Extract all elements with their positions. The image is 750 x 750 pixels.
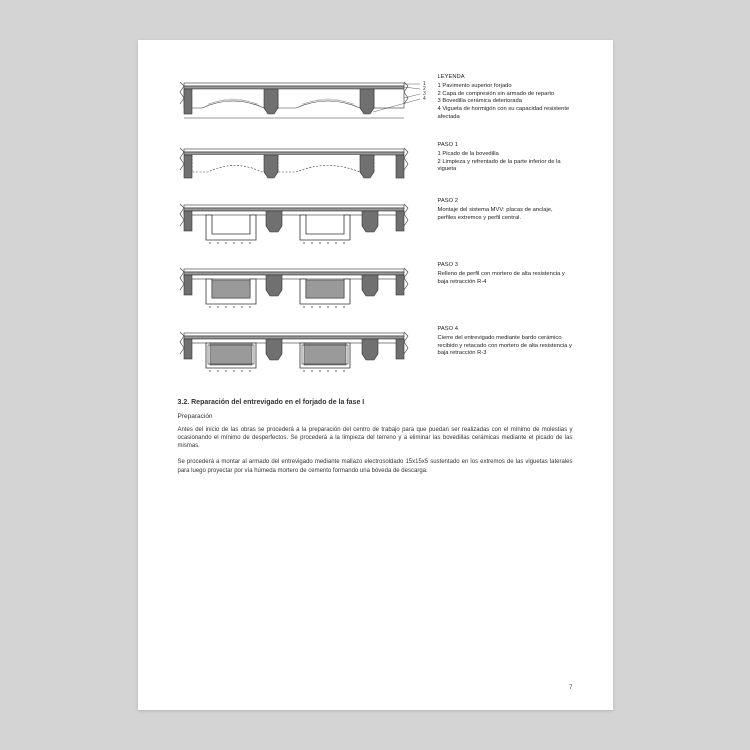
legend-item: 4 Vigueta de hormigón con su capacidad r…	[438, 106, 573, 122]
legend-item: 3 Bovedilla cerámica deteriorada	[438, 98, 573, 106]
figure-row-legend: 1 2 3 4 LEYENDA 1 Pavimento superior for…	[178, 74, 573, 132]
diagram-step1	[178, 142, 428, 188]
step-title: PASO 3	[438, 262, 573, 270]
step-title: PASO 4	[438, 326, 573, 334]
legend-item: 1 Pavimento superior forjado	[438, 83, 573, 91]
diagram-step4	[178, 326, 428, 380]
diagram-step3	[178, 262, 428, 316]
step-line: Relleno de perfil con mortero de alta re…	[438, 271, 573, 287]
page-number: 7	[569, 684, 572, 692]
paragraph: Se procederá a montar al armado del entr…	[178, 458, 573, 474]
step-line: 2 Limpieza y refrentado de la parte infe…	[438, 159, 573, 175]
figure-row-step1: PASO 1 1 Picado de la bovedilla 2 Limpie…	[178, 142, 573, 188]
step-title: PASO 2	[438, 198, 573, 206]
figure-row-step3: PASO 3 Relleno de perfil con mortero de …	[178, 262, 573, 316]
document-page: 1 2 3 4 LEYENDA 1 Pavimento superior for…	[138, 40, 613, 710]
callout-4: 4	[423, 96, 426, 102]
step1-caption: PASO 1 1 Picado de la bovedilla 2 Limpie…	[428, 142, 573, 188]
legend-caption: LEYENDA 1 Pavimento superior forjado 2 C…	[428, 74, 573, 132]
diagram-legend: 1 2 3 4	[178, 74, 428, 132]
step2-caption: PASO 2 Montaje del sistema MVV: placas d…	[428, 198, 573, 252]
legend-title: LEYENDA	[438, 74, 573, 82]
step-line: Montaje del sistema MVV: placas de ancla…	[438, 207, 573, 223]
paragraph: Antes del inicio de las obras se procede…	[178, 426, 573, 450]
section-heading: 3.2. Reparación del entrevigado en el fo…	[178, 398, 573, 407]
legend-item: 2 Capa de compresión sin armado de repar…	[438, 91, 573, 99]
step-title: PASO 1	[438, 142, 573, 150]
diagram-step2	[178, 198, 428, 252]
step-line: 1 Picado de la bovedilla	[438, 151, 573, 159]
figure-row-step2: PASO 2 Montaje del sistema MVV: placas d…	[178, 198, 573, 252]
step4-caption: PASO 4 Cierre del entrevigado mediante b…	[428, 326, 573, 380]
figure-row-step4: PASO 4 Cierre del entrevigado mediante b…	[178, 326, 573, 380]
section-subheading: Preparación	[178, 413, 573, 422]
step3-caption: PASO 3 Relleno de perfil con mortero de …	[428, 262, 573, 316]
step-line: Cierre del entrevigado mediante bardo ce…	[438, 335, 573, 358]
